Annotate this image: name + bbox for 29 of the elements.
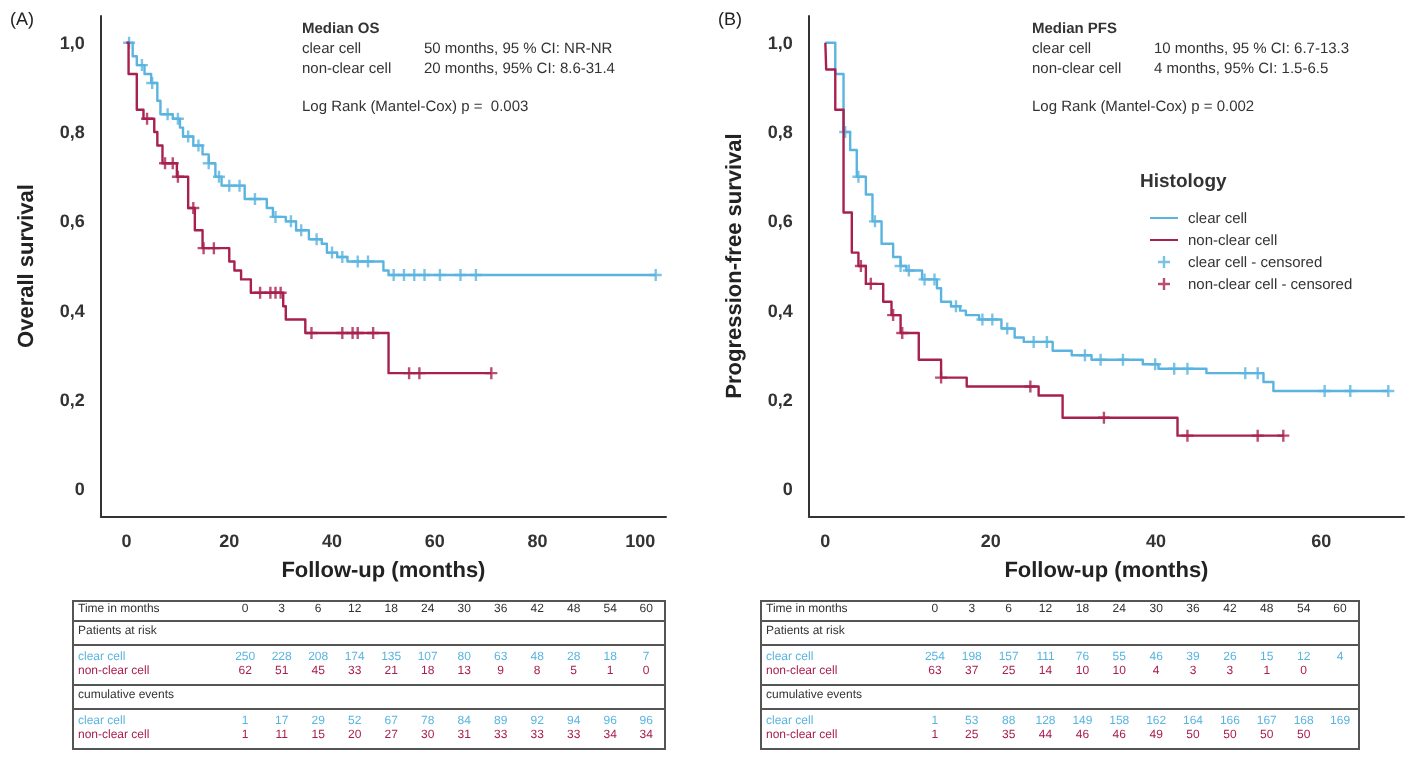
legend-title: Histology xyxy=(1140,171,1228,193)
y-tick-label: 0 xyxy=(74,479,85,500)
x-tick-label: 60 xyxy=(424,531,445,551)
x-tick-label: 40 xyxy=(1145,531,1167,551)
chart-title: (B) xyxy=(718,9,742,29)
y-axis-title: Progression-free survival xyxy=(723,133,747,399)
x-axis-title: Follow-up (months) xyxy=(281,558,487,583)
x-tick-label: 20 xyxy=(980,531,1001,551)
x-tick-label: 0 xyxy=(820,531,831,551)
y-tick-label: 1,0 xyxy=(59,32,85,53)
x-tick-label: 100 xyxy=(625,531,656,551)
chart-title: (A) xyxy=(10,9,34,29)
x-tick-label: 20 xyxy=(219,531,240,551)
y-tick-label: 0,8 xyxy=(767,122,793,143)
y-tick-label: 1,0 xyxy=(767,32,793,53)
x-tick-label: 40 xyxy=(322,531,343,551)
x-axis-title: Follow-up (months) xyxy=(1004,558,1210,583)
y-tick-label: 0,6 xyxy=(767,211,793,232)
y-axis-title: Overall survival xyxy=(15,184,39,348)
y-tick-label: 0 xyxy=(782,479,793,500)
x-tick-label: 0 xyxy=(121,531,132,551)
x-tick-label: 80 xyxy=(527,531,548,551)
y-tick-label: 0,6 xyxy=(59,211,85,232)
y-tick-label: 0,2 xyxy=(767,389,793,410)
y-tick-label: 0,4 xyxy=(59,300,85,321)
y-tick-label: 0,8 xyxy=(59,122,85,143)
y-tick-label: 0,4 xyxy=(767,300,793,321)
x-tick-label: 60 xyxy=(1311,531,1332,551)
y-tick-label: 0,2 xyxy=(59,389,85,410)
